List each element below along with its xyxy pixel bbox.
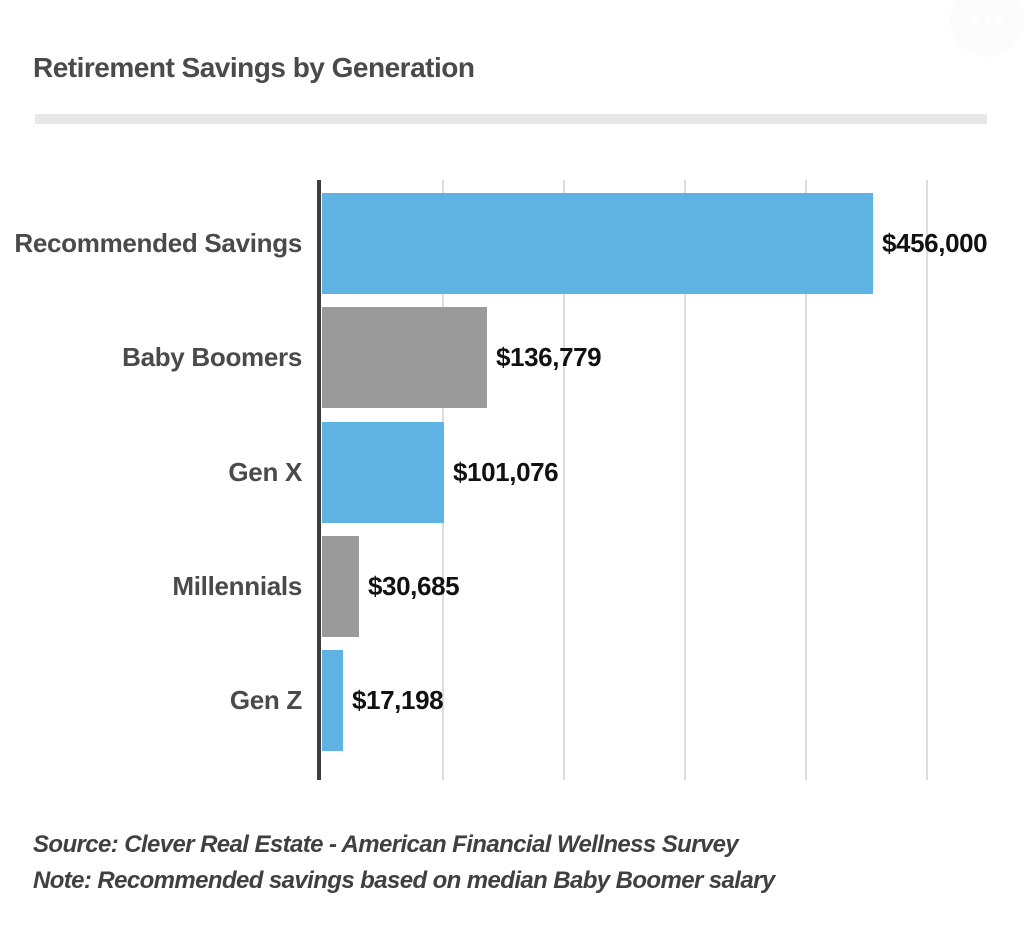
bar xyxy=(322,536,359,637)
bar xyxy=(322,307,487,408)
chart-title: Retirement Savings by Generation xyxy=(33,52,475,83)
gridline xyxy=(563,180,565,780)
gridline xyxy=(805,180,807,780)
category-label: Baby Boomers xyxy=(122,342,302,372)
gridline xyxy=(684,180,686,780)
category-label: Millennials xyxy=(172,571,302,601)
y-axis-line xyxy=(317,180,321,780)
value-label: $101,076 xyxy=(453,457,559,487)
gridline xyxy=(926,180,928,780)
chart-footer: Source: Clever Real Estate - American Fi… xyxy=(33,827,775,899)
chart-menu-button[interactable] xyxy=(950,0,1024,57)
category-label: Recommended Savings xyxy=(14,228,302,258)
category-label: Gen Z xyxy=(229,685,302,715)
value-label: $30,685 xyxy=(368,571,460,601)
bar xyxy=(322,422,444,523)
source-line: Source: Clever Real Estate - American Fi… xyxy=(33,831,739,858)
ellipsis-icon xyxy=(971,16,1003,24)
value-label: $456,000 xyxy=(882,228,988,258)
value-label: $136,779 xyxy=(496,342,602,372)
plot-area: Recommended Savings $456,000 Baby Boomers $… xyxy=(0,180,1024,780)
bar xyxy=(322,650,343,751)
value-label: $17,198 xyxy=(352,685,444,715)
bar xyxy=(322,193,873,294)
category-label: Gen X xyxy=(228,457,302,487)
note-line: Note: Recommended savings based on media… xyxy=(33,867,775,894)
title-divider xyxy=(35,114,987,124)
